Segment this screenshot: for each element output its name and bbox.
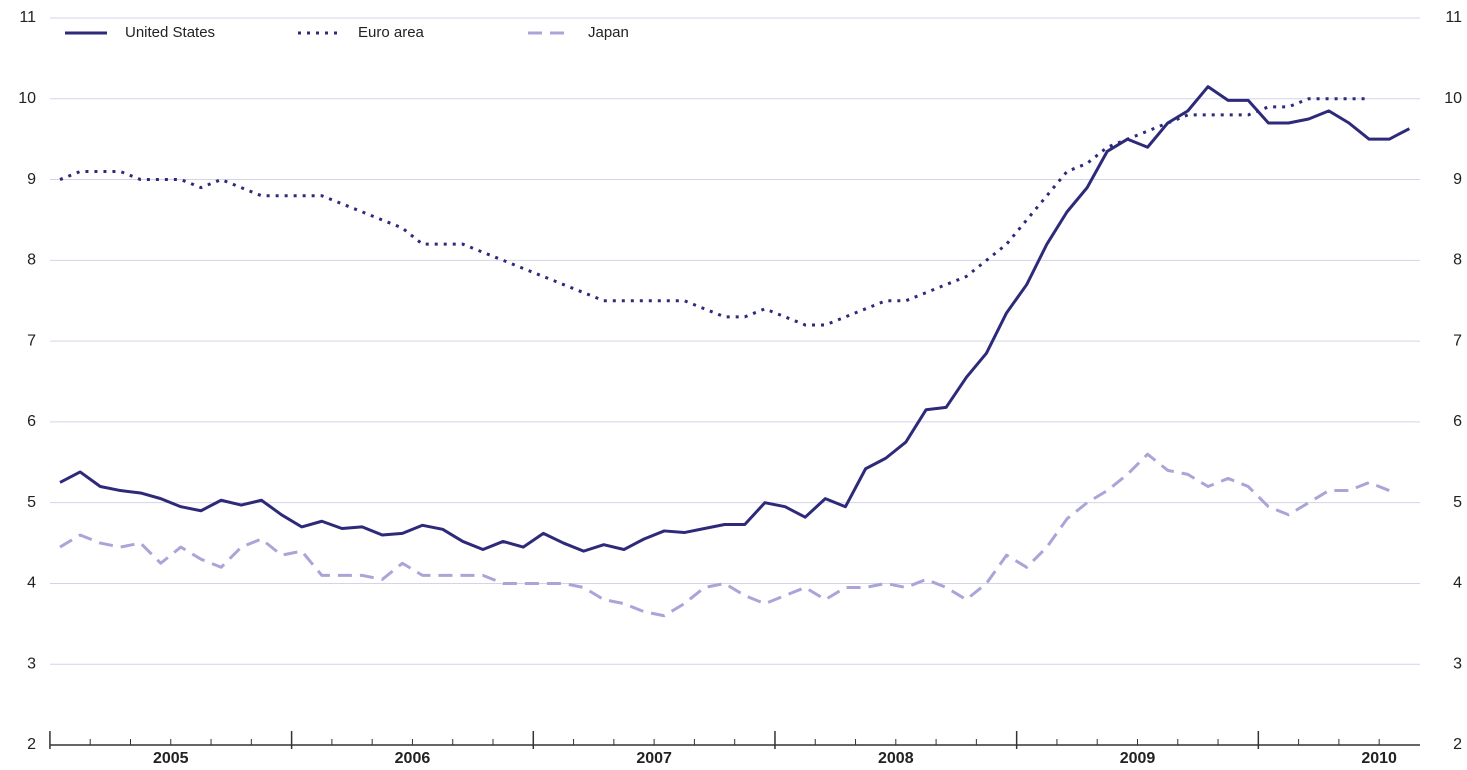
y2-tick-label: 5 — [1453, 494, 1462, 511]
series-line — [59, 85, 1411, 553]
x-tick-label: 2006 — [395, 750, 431, 767]
y-tick-label: 4 — [27, 575, 36, 592]
y2-tick-label: 11 — [1445, 9, 1462, 26]
y2-tick-label: 9 — [1453, 171, 1462, 188]
y-tick-label: 5 — [27, 494, 36, 511]
y-tick-label: 9 — [27, 171, 36, 188]
y2-tick-label: 8 — [1453, 252, 1462, 269]
legend-label: Euro area — [358, 24, 425, 41]
y2-tick-label: 3 — [1453, 655, 1462, 672]
x-tick-label: 2009 — [1120, 750, 1156, 767]
x-tick-label: 2007 — [636, 750, 672, 767]
y2-tick-label: 2 — [1453, 736, 1462, 753]
y2-tick-label: 10 — [1444, 90, 1462, 107]
series-line — [59, 452, 1390, 618]
y-tick-label: 11 — [19, 9, 36, 26]
x-tick-label: 2010 — [1361, 750, 1397, 767]
y2-tick-label: 4 — [1453, 575, 1462, 592]
y-tick-label: 6 — [27, 413, 36, 430]
x-tick-label: 2008 — [878, 750, 914, 767]
y2-tick-label: 7 — [1453, 332, 1462, 349]
y2-tick-label: 6 — [1453, 413, 1462, 430]
x-tick-label: 2005 — [153, 750, 189, 767]
legend-label: Japan — [588, 24, 629, 41]
y-tick-label: 3 — [27, 655, 36, 672]
y-tick-label: 8 — [27, 252, 36, 269]
legend-label: United States — [125, 24, 215, 41]
y-tick-label: 2 — [27, 736, 36, 753]
y-tick-label: 10 — [18, 90, 36, 107]
y-tick-label: 7 — [27, 332, 36, 349]
series-line — [59, 97, 1370, 327]
